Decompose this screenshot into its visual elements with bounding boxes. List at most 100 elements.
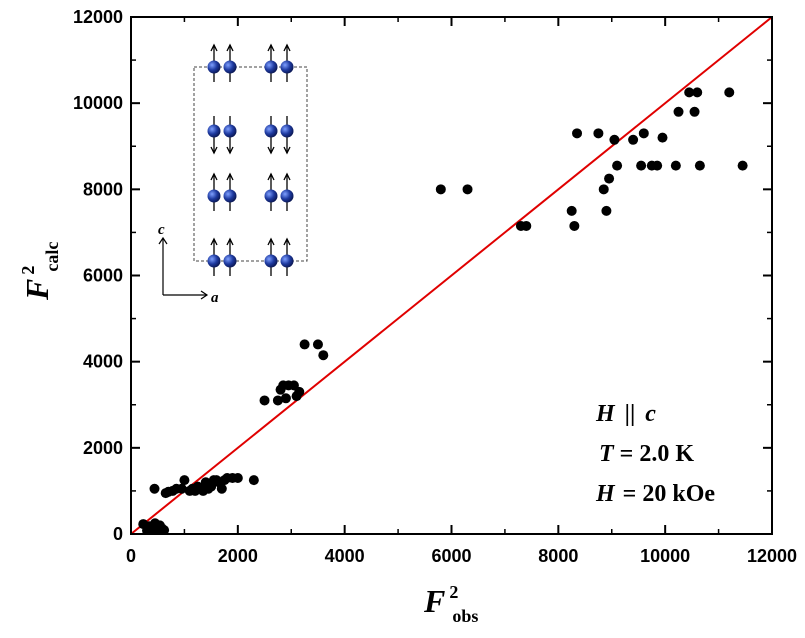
spin-site (280, 172, 294, 211)
data-point-15 (149, 483, 160, 494)
spin-up-arrow-icon (283, 172, 291, 181)
y-tick-label: 0 (113, 524, 123, 544)
data-point-50 (312, 339, 323, 350)
data-point-74 (689, 106, 700, 117)
atom-icon (264, 189, 278, 203)
atom-icon (207, 124, 221, 138)
x-tick-label: 2000 (218, 546, 258, 566)
spin-site (280, 43, 294, 82)
data-point-62 (604, 173, 615, 184)
data-point-55 (521, 220, 532, 231)
fit-line (131, 17, 772, 534)
data-point-75 (692, 87, 703, 98)
spin-site (264, 172, 278, 211)
data-point-63 (609, 134, 620, 145)
x-tick-label: 8000 (538, 546, 578, 566)
x-tick-label: 10000 (640, 546, 690, 566)
data-point-57 (569, 220, 580, 231)
atom-icon (223, 124, 237, 138)
data-point-48 (294, 386, 305, 397)
atom-icon (223, 254, 237, 268)
data-point-73 (684, 87, 695, 98)
data-point-76 (694, 160, 705, 171)
atom-icon (207, 60, 221, 74)
unit-cell-box (193, 66, 308, 262)
atom-icon (207, 254, 221, 268)
atom-icon (264, 60, 278, 74)
y-axis-ticks: 0 2000 4000 6000 8000 10000 12000 (73, 7, 772, 544)
spin-down-arrow-icon (283, 146, 291, 155)
data-point-56 (566, 205, 577, 216)
spin-site (264, 116, 278, 155)
y-tick-label: 2000 (83, 438, 123, 458)
y-tick-label: 4000 (83, 352, 123, 372)
spin-down-arrow-icon (210, 146, 218, 155)
data-point-70 (657, 132, 668, 143)
data-point-69 (652, 160, 663, 171)
x-tick-label: 12000 (747, 546, 797, 566)
data-point-72 (673, 106, 684, 117)
spin-site (280, 116, 294, 155)
spin-site (223, 172, 237, 211)
data-point-77 (724, 87, 735, 98)
spin-up-arrow-icon (283, 43, 291, 52)
x-axis-title: F 2 obs (423, 582, 478, 626)
data-point-14 (159, 525, 170, 534)
atom-icon (223, 189, 237, 203)
field-direction-label: H || c (595, 401, 656, 427)
atom-icon (280, 254, 294, 268)
data-point-21 (179, 475, 190, 486)
inset-axes (158, 236, 209, 300)
spin-up-arrow-icon (226, 237, 234, 246)
spin-site (280, 237, 294, 276)
y-tick-label: 8000 (83, 179, 123, 199)
x-tick-label: 6000 (431, 546, 471, 566)
spin-site (207, 116, 221, 155)
spin-up-arrow-icon (226, 172, 234, 181)
x-tick-label: 4000 (325, 546, 365, 566)
spin-up-arrow-icon (267, 237, 275, 246)
spin-site (223, 237, 237, 276)
spin-site (207, 43, 221, 82)
x-tick-label: 0 (126, 546, 136, 566)
field-label: H = 20 kOe (595, 481, 715, 507)
atom-icon (264, 254, 278, 268)
data-point-38 (232, 472, 243, 483)
temperature-label: T = 2.0 K (599, 441, 694, 467)
spin-down-arrow-icon (267, 146, 275, 155)
data-point-58 (572, 128, 583, 139)
spin-up-arrow-icon (283, 237, 291, 246)
y-tick-label: 6000 (83, 266, 123, 286)
spin-up-arrow-icon (210, 237, 218, 246)
spin-site (223, 116, 237, 155)
y-tick-label: 12000 (73, 7, 123, 27)
data-point-61 (601, 205, 612, 216)
data-point-53 (462, 184, 473, 195)
data-point-34 (216, 483, 227, 494)
spin-site (264, 43, 278, 82)
atom-icon (207, 189, 221, 203)
spin-up-arrow-icon (226, 43, 234, 52)
data-point-66 (636, 160, 647, 171)
atom-icon (280, 60, 294, 74)
data-point-78 (737, 160, 748, 171)
atom-icon (280, 189, 294, 203)
data-point-41 (272, 395, 283, 406)
data-point-67 (638, 128, 649, 139)
atom-icon (223, 60, 237, 74)
spin-down-arrow-icon (226, 146, 234, 155)
inset-c-label: c (158, 222, 165, 238)
data-points (138, 87, 748, 534)
data-point-51 (318, 350, 329, 361)
data-point-52 (435, 184, 446, 195)
atom-icon (280, 124, 294, 138)
data-point-64 (612, 160, 623, 171)
data-point-44 (280, 393, 291, 404)
data-point-20 (176, 483, 187, 494)
spin-site (207, 237, 221, 276)
data-point-60 (598, 184, 609, 195)
inset-a-label: a (211, 290, 219, 306)
data-point-65 (628, 134, 639, 145)
spin-up-arrow-icon (210, 43, 218, 52)
